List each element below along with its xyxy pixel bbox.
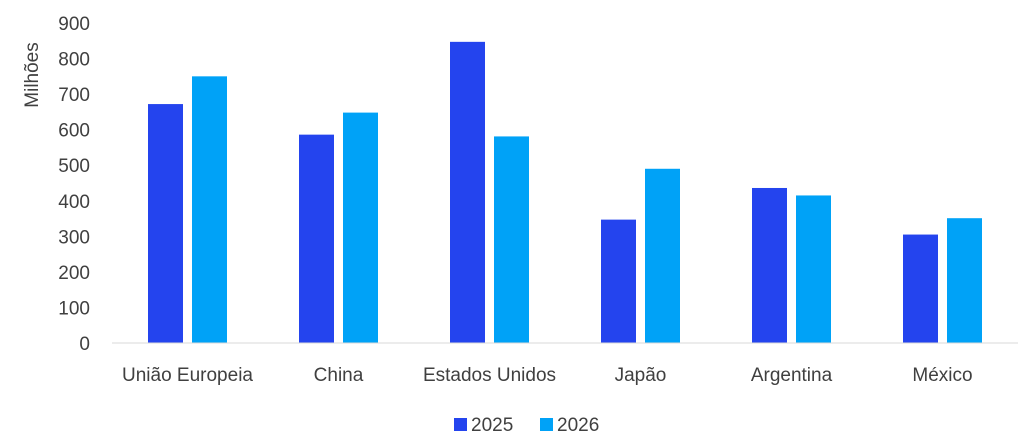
legend-label-2025: 2025 (471, 415, 513, 434)
bar-2025 (299, 135, 334, 343)
bars-group (148, 42, 982, 343)
bar-2025 (752, 188, 787, 343)
legend: 2025 2026 (454, 415, 599, 434)
legend-swatch-2026 (540, 418, 553, 431)
bar-2025 (903, 235, 938, 343)
x-tick-label: China (314, 365, 364, 386)
x-tick-label: México (912, 365, 972, 386)
y-tick-label: 900 (58, 14, 90, 35)
y-tick-label: 500 (58, 156, 90, 177)
y-tick-label: 100 (58, 298, 90, 319)
y-tick-label: 300 (58, 227, 90, 248)
bar-2026 (645, 169, 680, 343)
bar-2026 (796, 195, 831, 343)
bar-2025 (450, 42, 485, 343)
x-tick-label: Japão (615, 365, 667, 386)
bar-2025 (601, 220, 636, 343)
bar-2025 (148, 104, 183, 343)
y-tick-label: 800 (58, 50, 90, 71)
y-tick-label: 400 (58, 192, 90, 213)
y-tick-label: 200 (58, 263, 90, 284)
legend-label-2026: 2026 (557, 415, 599, 434)
bar-2026 (947, 218, 982, 343)
x-tick-label: Estados Unidos (423, 365, 556, 386)
y-tick-label: 700 (58, 85, 90, 106)
x-tick-label: Argentina (751, 365, 833, 386)
y-tick-label: 600 (58, 121, 90, 142)
x-tick-label: União Europeia (122, 365, 253, 386)
y-axis-ticks: 0 100 200 300 400 500 600 700 800 900 (58, 14, 90, 355)
y-tick-label: 0 (79, 334, 90, 355)
bar-2026 (192, 76, 227, 343)
x-axis-ticks: União Europeia China Estados Unidos Japão Ar… (122, 365, 973, 386)
y-axis-title: Milhões (22, 42, 43, 107)
legend-swatch-2025 (454, 418, 467, 431)
bar-2026 (343, 113, 378, 343)
bar-2026 (494, 136, 529, 343)
